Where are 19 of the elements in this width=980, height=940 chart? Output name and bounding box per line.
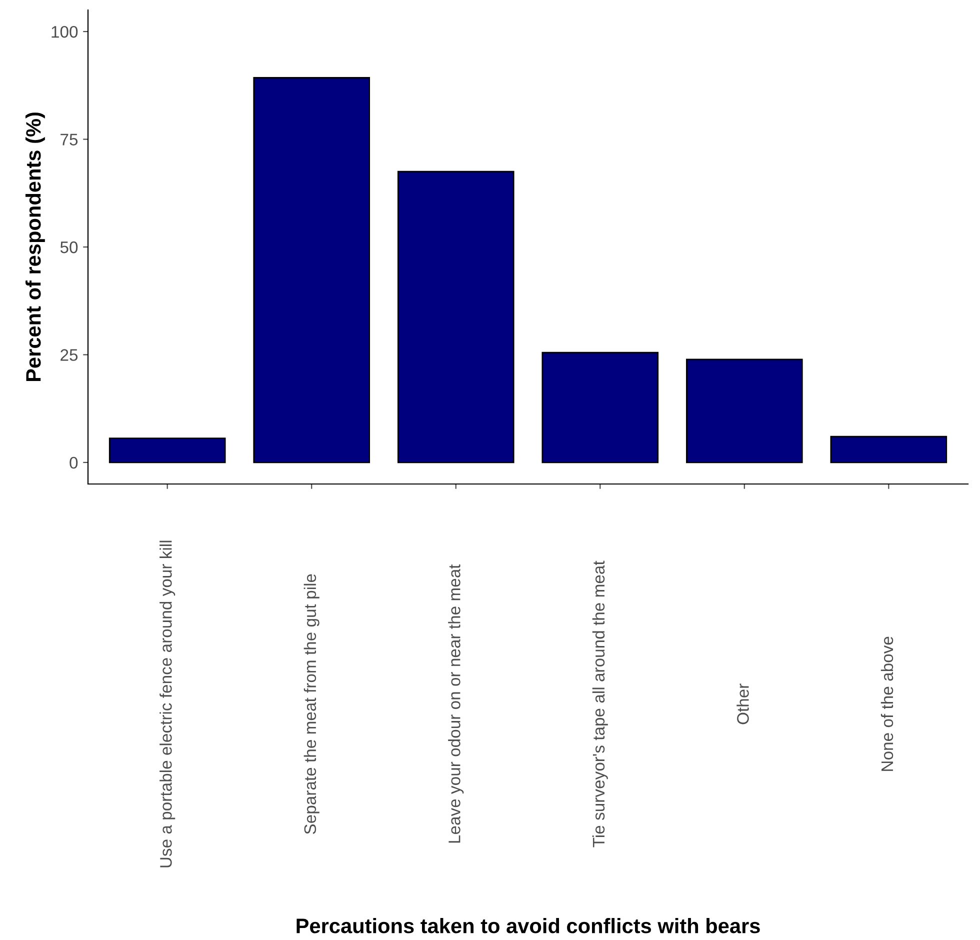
x-tick-label: Tie surveyor's tape all around the meat [592, 560, 608, 848]
x-tick-label: Separate the meat from the gut pile [304, 574, 320, 834]
x-tick-label: Other [736, 684, 749, 724]
bar [830, 436, 948, 464]
y-tick-label: 50 [60, 241, 78, 254]
x-axis-title: Percautions taken to avoid conflicts with bears [296, 918, 760, 934]
x-tick-label: Leave your odour on or near the meat [448, 564, 464, 843]
x-tick-label: Use a portable electric fence around your kill [160, 540, 176, 868]
bar [542, 352, 659, 464]
bar [397, 170, 514, 464]
y-axis-title: Percent of respondents (%) [25, 112, 45, 382]
bar [686, 358, 803, 464]
y-tick-label: 0 [70, 456, 78, 469]
bar [253, 76, 370, 464]
y-tick-label: 25 [60, 349, 78, 361]
y-tick-label: 75 [60, 134, 78, 146]
y-tick-label: 100 [52, 26, 78, 38]
x-tick-label: None of the above [880, 636, 894, 771]
bar [108, 438, 226, 464]
